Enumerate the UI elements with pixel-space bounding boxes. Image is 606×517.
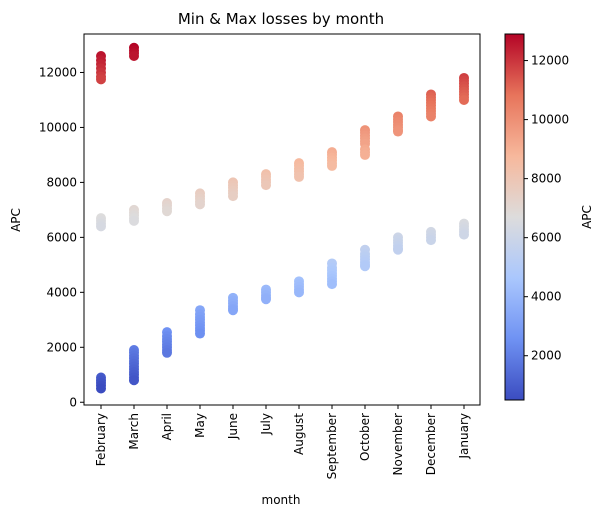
data-point: [360, 261, 370, 272]
colorbar-label: APC: [580, 205, 594, 229]
x-tick-label: May: [193, 413, 207, 438]
colorbar-tick-label: 8000: [531, 172, 562, 186]
data-point: [96, 221, 106, 232]
data-point: [261, 180, 271, 191]
x-tick-label: July: [259, 413, 273, 436]
data-point: [426, 235, 436, 246]
colorbar-tick-label: 4000: [531, 290, 562, 304]
data-point: [162, 347, 172, 358]
colorbar: [504, 33, 525, 401]
data-point: [195, 199, 205, 210]
y-axis-label: APC: [9, 208, 23, 232]
x-tick-label: October: [358, 413, 372, 461]
colorbar-tick-label: 10000: [531, 113, 569, 127]
y-tick-label: 2000: [46, 340, 77, 354]
data-point: [261, 294, 271, 305]
x-tick-label: December: [424, 413, 438, 475]
x-tick-label: March: [127, 413, 141, 450]
x-tick-label: January: [457, 413, 471, 460]
x-tick-label: November: [391, 413, 405, 475]
x-tick-label: February: [94, 413, 108, 466]
y-axis: 0 2000 4000 6000 8000 10000 12000: [39, 65, 84, 409]
data-point: [459, 229, 469, 240]
data-point: [96, 74, 106, 85]
data-point: [294, 287, 304, 298]
y-tick-label: 0: [69, 395, 77, 409]
colorbar-tick-label: 12000: [531, 54, 569, 68]
data-point: [96, 383, 106, 394]
x-tick-label: September: [325, 413, 339, 479]
data-point: [129, 50, 139, 61]
y-tick-label: 10000: [39, 120, 77, 134]
chart-title: Min & Max losses by month: [178, 10, 384, 28]
x-axis: February March April May June July August Septe…: [94, 405, 471, 479]
data-point: [129, 375, 139, 386]
colorbar-ticks: 2000 4000 6000 8000 10000 12000: [524, 54, 569, 363]
data-point: [459, 94, 469, 105]
x-tick-label: June: [226, 413, 240, 440]
data-point: [327, 160, 337, 171]
x-tick-label: April: [160, 413, 174, 440]
data-point: [294, 171, 304, 182]
data-points: [96, 42, 469, 394]
data-point: [228, 305, 238, 316]
x-axis-label: month: [262, 493, 301, 507]
x-tick-label: August: [292, 413, 306, 455]
y-tick-label: 8000: [46, 175, 77, 189]
plot-frame: [83, 33, 481, 406]
data-point: [426, 111, 436, 122]
y-tick-label: 12000: [39, 65, 77, 79]
colorbar-tick-label: 6000: [531, 231, 562, 245]
data-point: [393, 244, 403, 255]
colorbar-tick-label: 2000: [531, 349, 562, 363]
y-tick-label: 4000: [46, 285, 77, 299]
data-point: [228, 191, 238, 202]
data-point: [327, 279, 337, 290]
data-point: [360, 149, 370, 160]
data-point: [393, 126, 403, 137]
data-point: [195, 328, 205, 339]
y-tick-label: 6000: [46, 230, 77, 244]
data-point: [162, 206, 172, 217]
data-point: [129, 215, 139, 226]
